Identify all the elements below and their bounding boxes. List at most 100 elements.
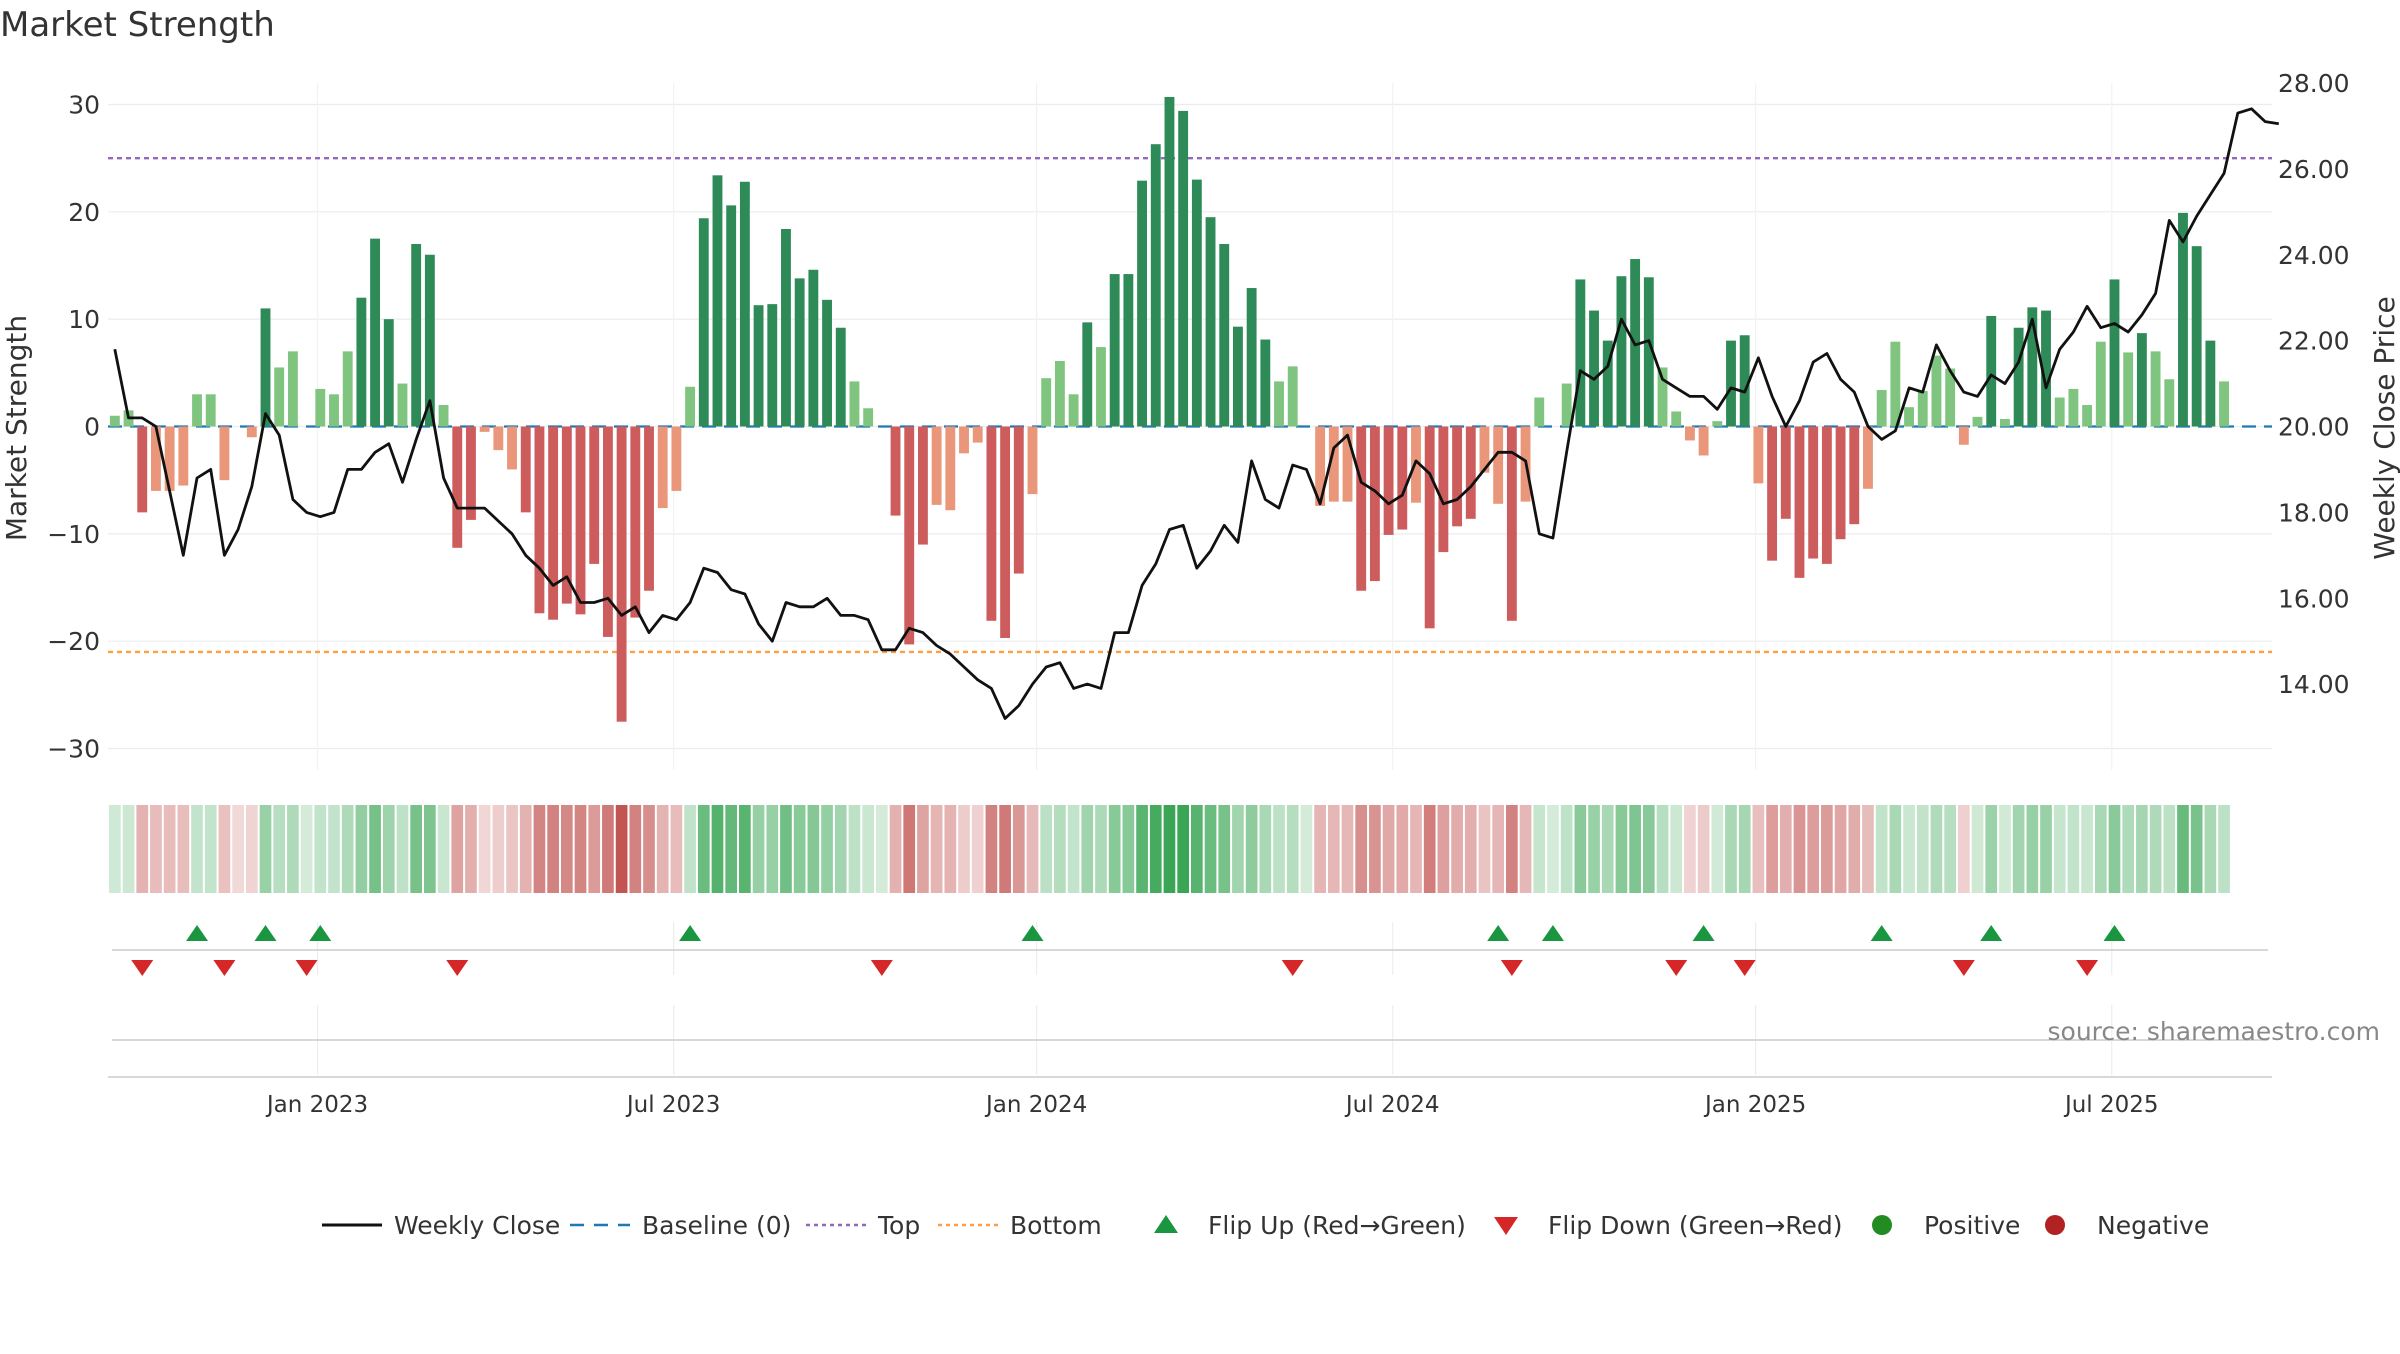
heat-cell: [2149, 805, 2162, 893]
heat-cell: [2094, 805, 2107, 893]
y-tick-label: −10: [47, 520, 100, 549]
y2-axis-label: Weekly Close Price: [2368, 296, 2400, 559]
strength-bar: [602, 426, 613, 637]
strength-bar: [1794, 426, 1805, 578]
strength-bar: [287, 351, 298, 427]
strength-bar: [890, 426, 901, 516]
heat-cell: [1547, 805, 1559, 893]
legend-item: Top: [806, 1211, 920, 1240]
strength-bar: [466, 426, 476, 520]
heat-cell: [2026, 805, 2039, 893]
heat-cell: [1067, 805, 1080, 893]
strength-bar: [1561, 383, 1572, 427]
y2-tick-label: 16.00: [2278, 584, 2350, 613]
heat-cell: [519, 805, 532, 893]
heat-cell: [451, 805, 464, 893]
strength-bar: [452, 426, 463, 548]
strength-bar: [712, 175, 723, 427]
strength-bar: [1328, 426, 1339, 502]
heat-cell: [2067, 805, 2080, 893]
heat-cell: [793, 805, 806, 893]
heat-cell: [1670, 805, 1683, 893]
heat-cell: [752, 805, 765, 893]
legend: Weekly Close Baseline (0) Top Bottom Flip Up…: [322, 1211, 2209, 1240]
strength-bar: [1219, 244, 1230, 427]
heat-cell: [109, 805, 121, 893]
strength-bar: [1602, 340, 1613, 427]
heat-cell: [2081, 805, 2093, 893]
strength-bar: [1972, 416, 1983, 427]
heat-cell: [1163, 805, 1176, 893]
heat-cell: [862, 805, 874, 893]
y2-tick-label: 28.00: [2278, 69, 2350, 98]
strength-bar: [1369, 426, 1380, 582]
heat-cell: [1286, 805, 1299, 893]
heat-cell: [1232, 805, 1244, 893]
strength-bar: [438, 405, 449, 427]
flip-down-marker: [2076, 960, 2099, 976]
legend-item: Positive: [1872, 1211, 2020, 1240]
strength-bar: [493, 426, 504, 451]
strength-bar: [1137, 180, 1147, 427]
flip-down-marker: [1952, 960, 1975, 976]
strength-bar: [2095, 341, 2106, 427]
strength-bar: [383, 319, 394, 427]
x-tick-label: Jul 2023: [625, 1092, 721, 1118]
strength-bar: [2109, 279, 2120, 427]
strength-bar: [1397, 426, 1408, 530]
legend-label: Bottom: [1010, 1211, 1102, 1240]
heat-cell: [2012, 805, 2025, 893]
strength-bar: [808, 269, 819, 427]
heat-cell: [602, 805, 614, 893]
heat-cell: [1054, 805, 1066, 893]
heat-cell: [1464, 805, 1477, 893]
flip-up-marker: [679, 925, 702, 941]
heat-cell: [1848, 805, 1861, 893]
heat-cell: [848, 805, 861, 893]
strength-bar: [2219, 381, 2229, 427]
legend-label: Weekly Close: [394, 1211, 560, 1240]
strength-bar: [1233, 326, 1243, 427]
heat-cell: [821, 805, 833, 893]
strength-bar: [520, 426, 531, 513]
strength-bar: [2150, 351, 2161, 427]
heat-cell: [341, 805, 354, 893]
strength-bar: [1821, 426, 1832, 564]
heat-cell: [1752, 805, 1765, 893]
strength-bar: [1082, 322, 1093, 427]
heat-cell: [1533, 805, 1546, 893]
strength-bar: [1698, 426, 1709, 456]
strength-bar: [1835, 426, 1846, 540]
flip-down-marker: [295, 960, 318, 976]
strength-bar: [1657, 367, 1668, 427]
weekly-close-series: [113, 107, 2280, 720]
flip-up-marker: [1541, 925, 1564, 941]
strength-bar: [1109, 274, 1120, 427]
heat-cell: [1026, 805, 1039, 893]
heat-cell: [971, 805, 984, 893]
strength-bar: [1205, 217, 1216, 427]
strength-bar: [1068, 394, 1079, 427]
strength-bar: [479, 426, 490, 432]
heat-cell: [574, 805, 587, 893]
heat-cell: [1095, 805, 1107, 893]
strength-bar: [192, 394, 202, 427]
heat-cell: [396, 805, 409, 893]
flip-up-marker: [309, 925, 332, 941]
strength-bar: [2054, 397, 2065, 427]
heat-cell: [273, 805, 286, 893]
strength-bar: [1465, 426, 1476, 519]
strength-bar: [726, 205, 737, 427]
strength-bar: [2068, 388, 2079, 427]
strength-bar: [205, 394, 216, 427]
strength-bar: [959, 426, 969, 454]
heat-cell: [2108, 805, 2121, 893]
strength-bar: [1164, 96, 1175, 427]
strength-bar: [561, 426, 572, 604]
y-axis-label: Market Strength: [0, 315, 33, 541]
heat-cell: [875, 805, 888, 893]
strength-bar: [1917, 391, 1928, 427]
heat-cell: [2053, 805, 2066, 893]
strength-bar: [822, 299, 832, 427]
heat-cell: [1204, 805, 1217, 893]
